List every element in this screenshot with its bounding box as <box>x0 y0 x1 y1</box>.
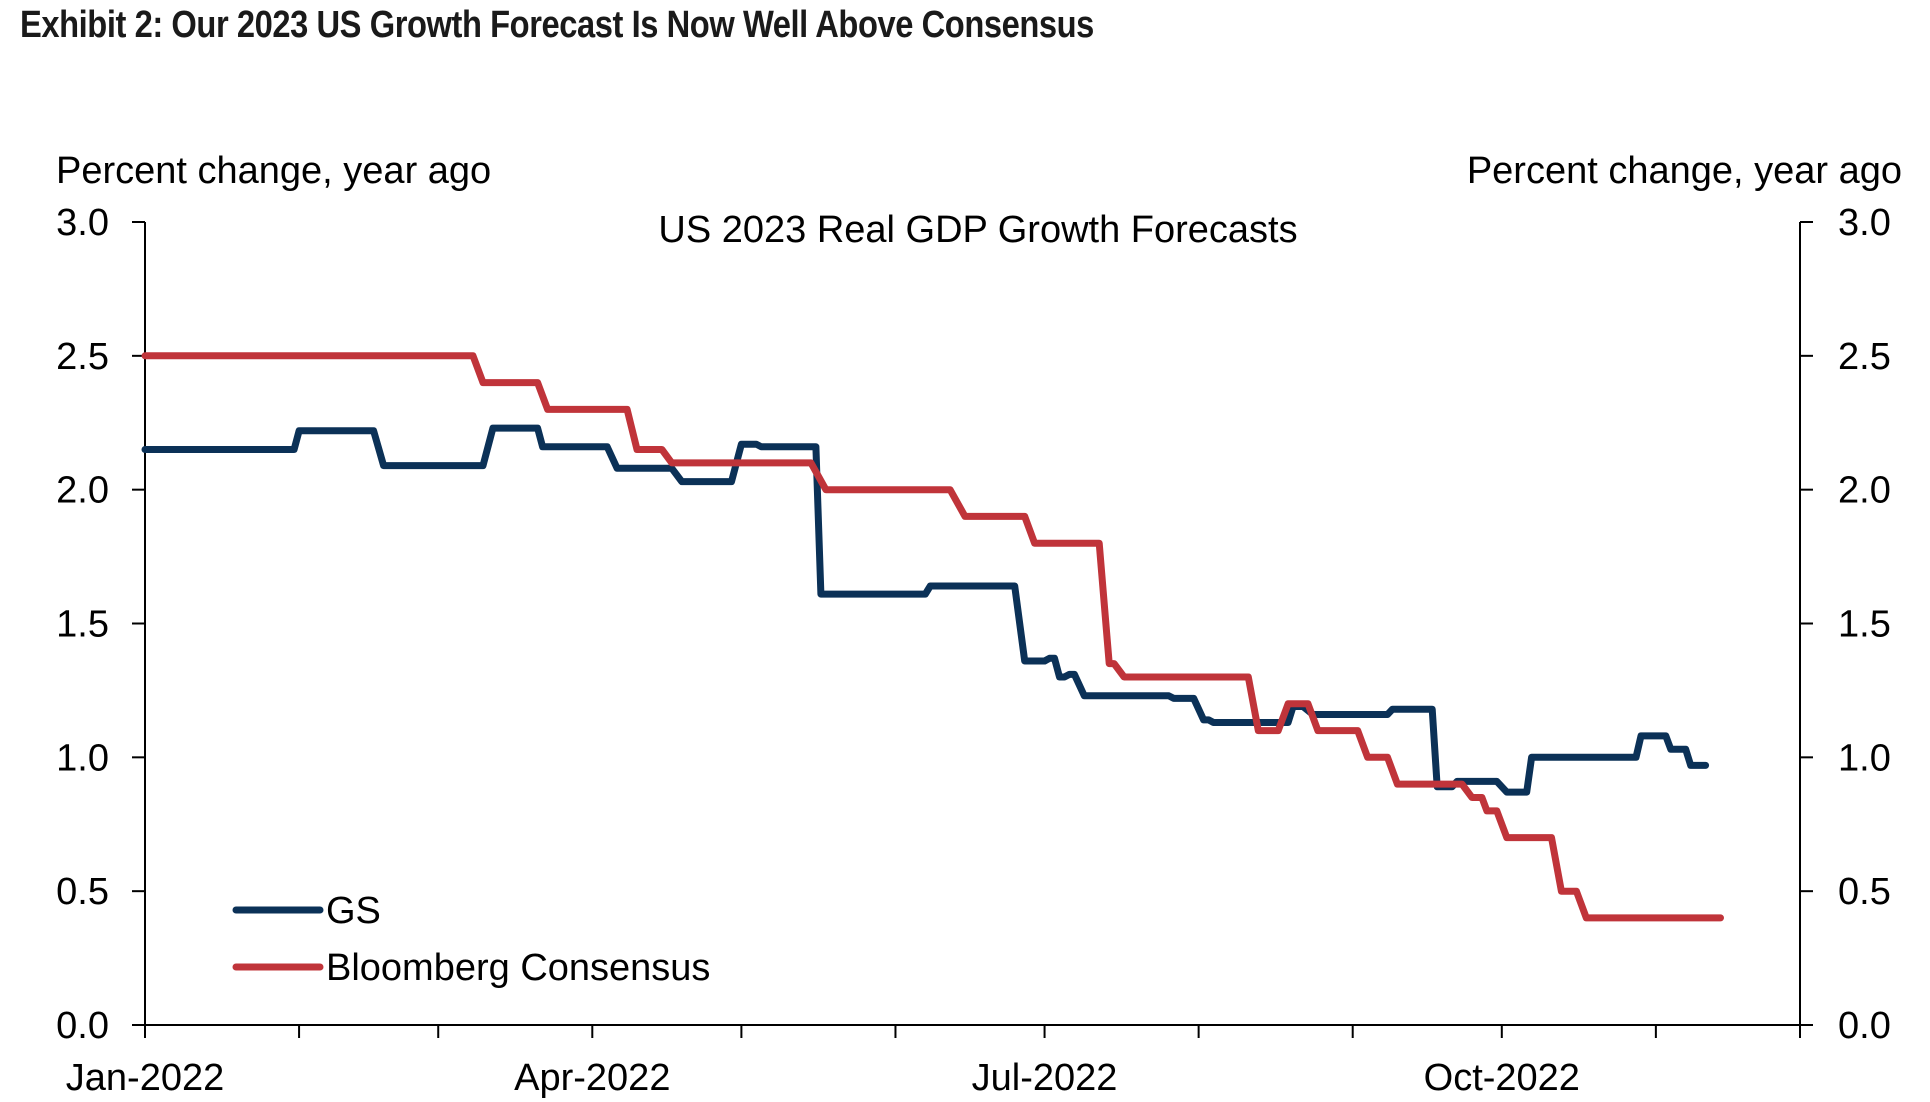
right-y-tick-label: 2.5 <box>1838 336 1891 378</box>
right-y-tick-label: 0.5 <box>1838 871 1891 913</box>
chart-title: US 2023 Real GDP Growth Forecasts <box>658 209 1297 251</box>
axis-tick-labels: 0.0 0.0 0.5 0.5 1.0 1.0 1.5 1.5 2.0 2.0 2.5 2.5 3.0 3… <box>56 202 1891 1099</box>
legend-label-bloomberg: Bloomberg Consensus <box>326 947 710 989</box>
left-y-tick-label: 0.0 <box>56 1005 109 1047</box>
series-layer <box>141 352 1724 922</box>
legend: GS Bloomberg Consensus <box>232 890 710 989</box>
exhibit-title: Exhibit 2: Our 2023 US Growth Forecast I… <box>20 4 1094 46</box>
left-y-tick-label: 3.0 <box>56 202 109 244</box>
right-y-tick-label: 1.0 <box>1838 737 1891 779</box>
axis-ticks <box>132 221 1813 1038</box>
right-y-tick-label: 3.0 <box>1838 202 1891 244</box>
legend-label-gs: GS <box>326 890 381 932</box>
series-line-gs <box>141 424 1710 796</box>
left-y-tick-label: 1.0 <box>56 737 109 779</box>
right-y-tick-label: 1.5 <box>1838 604 1891 646</box>
series-line-bloomberg-consensus <box>141 352 1724 922</box>
x-tick-label: Apr-2022 <box>514 1057 670 1099</box>
x-tick-label: Jul-2022 <box>972 1057 1118 1099</box>
left-y-axis-label: Percent change, year ago <box>56 150 491 192</box>
chart-axes <box>144 222 1801 1026</box>
right-y-tick-label: 2.0 <box>1838 470 1891 512</box>
left-y-tick-label: 1.5 <box>56 604 109 646</box>
left-y-tick-label: 2.0 <box>56 470 109 512</box>
x-tick-label: Oct-2022 <box>1424 1057 1580 1099</box>
x-tick-label: Jan-2022 <box>66 1057 224 1099</box>
right-y-axis-label: Percent change, year ago <box>1467 150 1902 192</box>
left-y-tick-label: 2.5 <box>56 336 109 378</box>
right-y-tick-label: 0.0 <box>1838 1005 1891 1047</box>
left-y-tick-label: 0.5 <box>56 871 109 913</box>
